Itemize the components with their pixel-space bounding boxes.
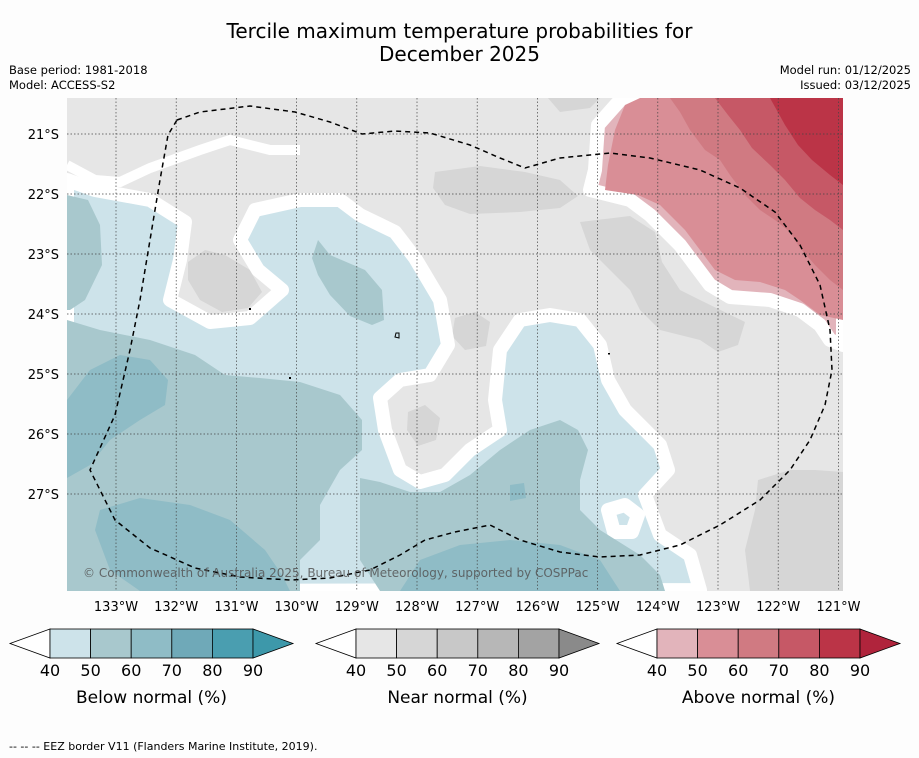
colorbar-segment [355,628,397,659]
issued-date: Issued: 03/12/2025 [800,78,911,92]
colorbar-segment [396,628,438,659]
lon-label: 133°W [94,600,138,615]
colorbar-tick-label: 70 [769,661,789,680]
colorbar-title: Near normal (%) [387,688,527,708]
colorbar-tick-label: 80 [508,661,528,680]
lat-label: 27°S [28,488,59,503]
map-title: Tercile maximum temperature probabilitie… [0,20,919,66]
colorbar-high-arrow [558,628,601,659]
lat-label: 23°S [28,248,59,263]
colorbar-0: 40 50 60 70 80 90 Below normal (%) [8,628,295,708]
colorbar-tick-label: 50 [386,661,406,680]
colorbar-segment [737,628,780,659]
longitude-labels: 133°W 132°W 131°W 130°W 129°W 128°W 127°W 126°W… [94,600,861,615]
colorbar-tick-label: 40 [40,661,60,680]
island-marker [289,377,291,379]
near-normal-50-patches [188,98,843,591]
colorbar-segment [171,628,213,659]
colorbar-2: 40 50 60 70 80 90 Above normal (%) [615,628,902,708]
eez-border [89,105,833,581]
colorbar-tick-label: 90 [243,661,263,680]
colorbar-tick-label: 50 [687,661,707,680]
latitude-labels: 21°S 22°S 23°S 24°S 25°S 26°S 27°S [28,128,59,503]
island-marker [608,353,610,355]
lon-label: 126°W [515,600,559,615]
colorbar-high-arrow [859,628,902,659]
lon-label: 129°W [335,600,379,615]
colorbar-1: 40 50 60 70 80 90 Near normal (%) [314,628,601,708]
model-run: Model run: 01/12/2025 [779,63,911,77]
lon-label: 123°W [696,600,740,615]
copyright-text: © Commonwealth of Australia 2025, Bureau… [83,566,588,580]
lat-label: 26°S [28,428,59,443]
lat-label: 21°S [28,128,59,143]
colorbar-tick-label: 90 [549,661,569,680]
lon-label: 125°W [576,600,620,615]
model-name: Model: ACCESS-S2 [9,78,116,92]
colorbar-low-arrow [314,628,357,659]
below-normal-40-patch [601,498,645,539]
lat-label: 25°S [28,368,59,383]
island-marker [249,308,251,310]
colorbar-segment [90,628,132,659]
island-marker [394,332,400,339]
colorbar-segment [518,628,560,659]
below-normal-60-region [67,355,620,591]
lon-label: 124°W [636,600,680,615]
colorbar-segment [436,628,479,659]
graticule [67,98,843,591]
colorbar-segment [211,628,254,659]
colorbar-tick-label: 70 [162,661,182,680]
colorbar-tick-label: 40 [647,661,667,680]
colorbar-tick-label: 80 [202,661,222,680]
colorbar-segment [49,628,91,659]
colorbar-low-arrow [8,628,51,659]
colorbar-segment [778,628,820,659]
title-line-2: December 2025 [379,42,540,66]
map-area: © Commonwealth of Australia 2025, Bureau… [67,98,843,591]
lon-label: 131°W [214,600,258,615]
colorbar-title: Above normal (%) [682,688,835,708]
lon-label: 127°W [455,600,499,615]
colorbar-tick-label: 90 [850,661,870,680]
lon-label: 130°W [275,600,319,615]
meta-left: Base period: 1981-2018 Model: ACCESS-S2 [9,63,148,93]
colorbar-tick-label: 80 [809,661,829,680]
base-period: Base period: 1981-2018 [9,63,148,77]
colorbar-high-arrow [252,628,295,659]
boundary-strip [67,134,300,188]
above-normal-80-region [770,98,843,185]
colorbar-segment [697,628,739,659]
colorbar-low-arrow [615,628,658,659]
lon-label: 122°W [756,600,800,615]
lon-label: 128°W [395,600,439,615]
lon-label: 132°W [154,600,198,615]
colorbar-tick-label: 60 [121,661,141,680]
lat-label: 22°S [28,188,59,203]
colorbar-tick-label: 70 [468,661,488,680]
colorbar-tick-label: 60 [728,661,748,680]
lat-label: 24°S [28,308,59,323]
colorbar-tick-label: 50 [80,661,100,680]
colorbar-title: Below normal (%) [76,688,227,708]
title-line-1: Tercile maximum temperature probabilitie… [226,19,693,43]
colorbar-tick-label: 60 [427,661,447,680]
colorbar-segment [477,628,519,659]
colorbar-segment [819,628,861,659]
colorbar-segment [656,628,698,659]
colorbar-segment [130,628,173,659]
lon-label: 121°W [816,600,860,615]
colorbars: 40 50 60 70 80 90 Below normal (%) 40 50 60 70 80 90… [8,628,902,708]
meta-right: Model run: 01/12/2025 Issued: 03/12/2025 [780,63,911,93]
eez-footer-note: -- -- -- EEZ border V11 (Flanders Marine… [9,740,318,753]
colorbar-tick-label: 40 [346,661,366,680]
